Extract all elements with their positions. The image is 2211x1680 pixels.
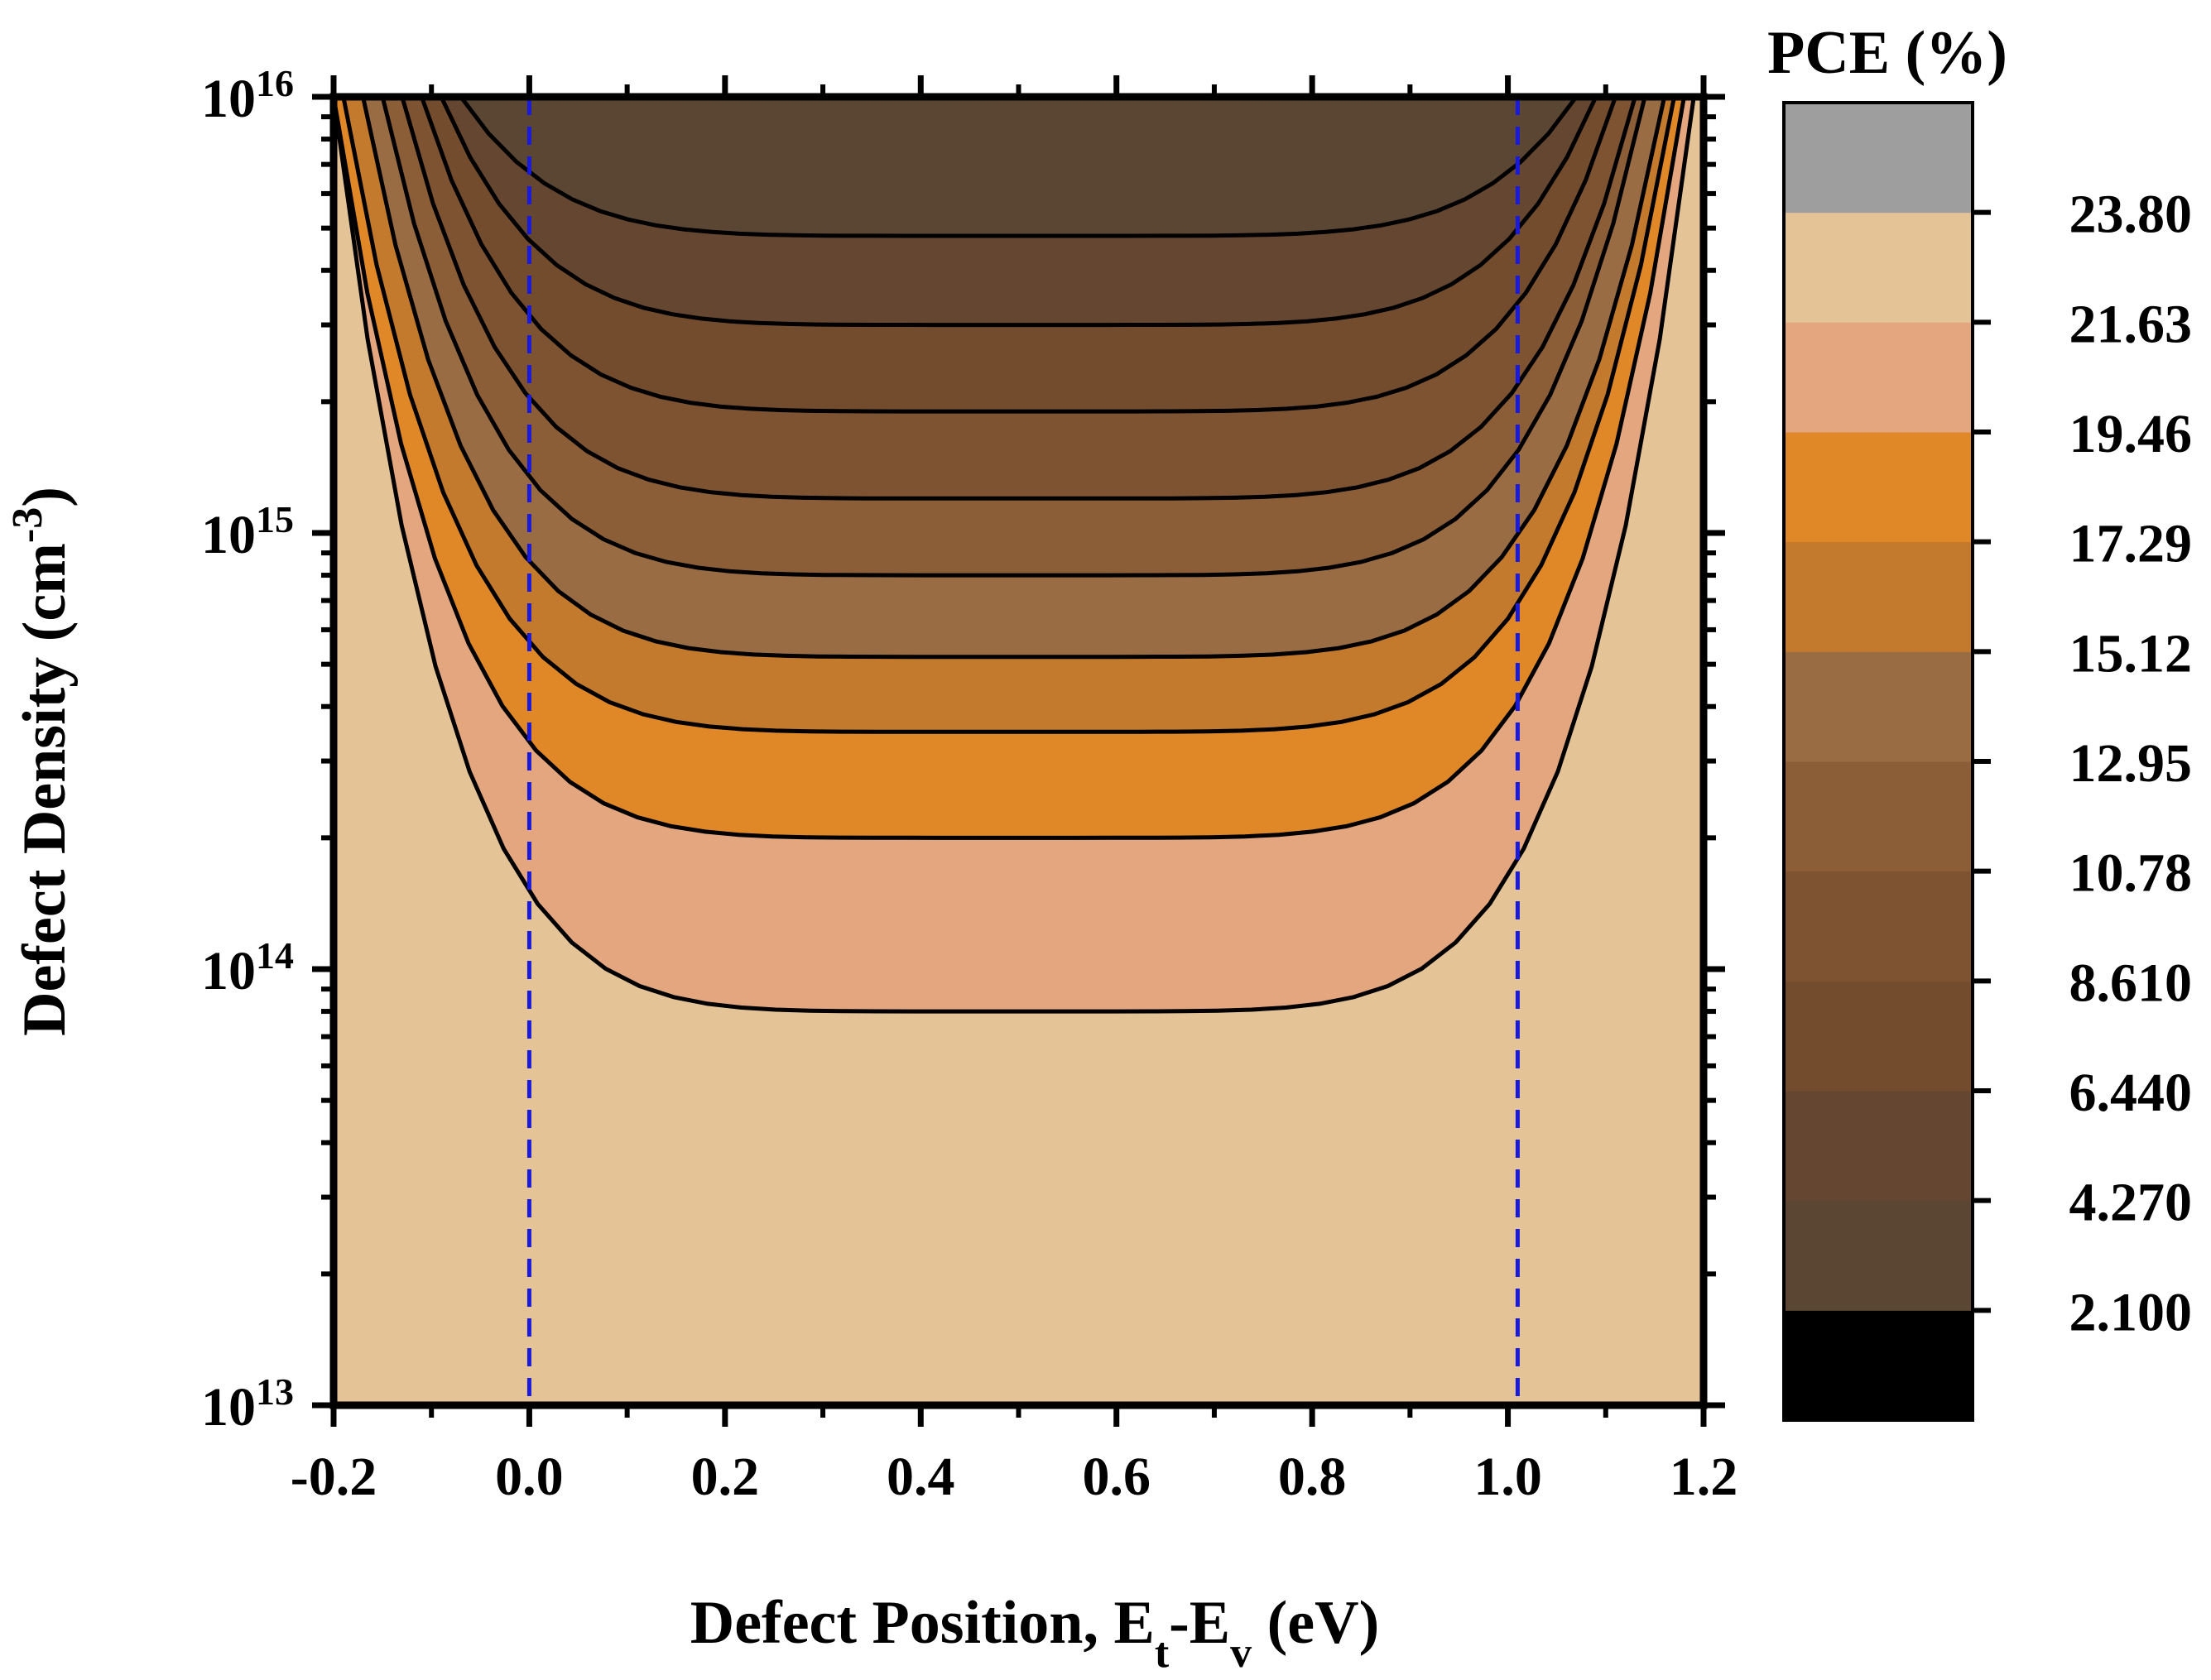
x-axis-title: Defect Position, Et-Ev (eV): [690, 1589, 1379, 1677]
y-axis-ticks: 1013 1014 1015 1016: [201, 62, 1725, 1438]
y-tick-label: 1014: [201, 934, 294, 1002]
contour-line-23.8: [331, 96, 1696, 1014]
x-tick-label: 1.2: [1670, 1447, 1738, 1507]
contour-band-6.44: [460, 97, 1577, 236]
colorbar-swatches: [1784, 103, 1973, 1421]
x-tick-label: 1.0: [1473, 1447, 1542, 1507]
y-tick-label: 1013: [201, 1370, 294, 1438]
x-axis-ticks: -0.2 0.0 0.2 0.4 0.6 0.8 1.0 1.2: [291, 75, 1738, 1507]
contour-line-6.44: [459, 95, 1579, 238]
colorbar-label: 15.12: [2069, 623, 2193, 684]
colorbar-swatch: [1784, 1091, 1973, 1202]
colorbar-swatch: [1784, 651, 1973, 762]
colorbar-swatch: [1784, 981, 1973, 1092]
colorbar: PCE (%) 2.100 4.270 6.440 8.610 10.78 12.95 15…: [1767, 19, 2193, 1422]
colorbar-label: 8.610: [2069, 953, 2193, 1013]
colorbar-swatch: [1784, 761, 1973, 872]
x-tick-label: 0.8: [1278, 1447, 1347, 1507]
colorbar-label: 10.78: [2069, 843, 2193, 904]
colorbar-swatch: [1784, 1310, 1973, 1421]
contour-line-21.63: [331, 96, 1686, 840]
contour-line-10.78: [420, 96, 1617, 414]
y-tick-label: 1015: [201, 498, 294, 566]
contour-line-15.12: [380, 96, 1647, 578]
contour-line-8.61: [439, 95, 1598, 328]
colorbar-label: 21.63: [2069, 294, 2193, 354]
colorbar-swatch: [1784, 432, 1973, 543]
colorbar-labels: 2.100 4.270 6.440 8.610 10.78 12.95 15.12 17.29…: [1973, 185, 2193, 1342]
contour-fill-area: [334, 97, 1704, 1405]
x-tick-label: 0.6: [1082, 1447, 1151, 1507]
y-tick-label: 1016: [201, 62, 294, 130]
colorbar-label: 19.46: [2069, 404, 2193, 464]
colorbar-label: 23.80: [2069, 185, 2193, 245]
colorbar-swatch: [1784, 103, 1973, 214]
colorbar-label: 6.440: [2069, 1063, 2193, 1123]
reference-lines: [526, 97, 1520, 1405]
colorbar-swatch: [1784, 541, 1973, 652]
colorbar-label: 17.29: [2069, 514, 2193, 574]
colorbar-title: PCE (%): [1767, 19, 2007, 87]
colorbar-swatch: [1784, 322, 1973, 433]
x-tick-label: -0.2: [291, 1447, 377, 1507]
colorbar-label: 2.100: [2069, 1282, 2193, 1342]
colorbar-label: 12.95: [2069, 733, 2193, 794]
colorbar-swatch: [1784, 1200, 1973, 1311]
contour-line-12.95: [400, 96, 1637, 501]
colorbar-label: 4.270: [2069, 1173, 2193, 1233]
y-axis-title: Defect Density (cm-3): [4, 487, 79, 1036]
contour-lines: [331, 94, 1696, 1014]
contour-line-17.29: [361, 96, 1667, 660]
x-tick-label: 0.0: [495, 1447, 564, 1507]
colorbar-swatch: [1784, 871, 1973, 982]
contour-line-19.46: [341, 96, 1676, 734]
x-tick-label: 0.2: [691, 1447, 760, 1507]
colorbar-swatch: [1784, 212, 1973, 323]
x-tick-label: 0.4: [887, 1447, 955, 1507]
